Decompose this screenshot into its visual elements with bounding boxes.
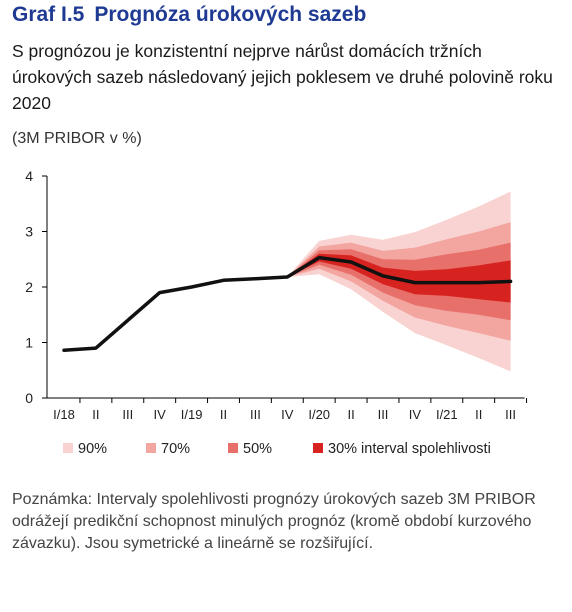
y-tick-label: 4: [25, 168, 33, 184]
x-tick-label: IV: [281, 407, 294, 422]
y-tick-label: 2: [25, 279, 33, 295]
chart-title-text: Prognóza úrokových sazeb: [94, 3, 367, 26]
chart-number: Graf I.5: [12, 3, 85, 26]
legend-label: 50%: [243, 441, 272, 457]
chart-subtitle: S prognózou je konzistentní nejprve nárů…: [12, 41, 553, 113]
unit-label: (3M PRIBOR v %): [12, 130, 142, 147]
x-tick-label: II: [220, 407, 227, 422]
legend-swatch: [228, 443, 238, 453]
legend-swatch: [313, 443, 323, 453]
chart-title: Graf I.5 Prognóza úrokových sazeb: [12, 3, 366, 27]
legend: 90% 70% 50% 30% interval spolehlivosti: [63, 441, 491, 457]
x-tick-label: II: [475, 407, 482, 422]
forecast-line: [62, 255, 513, 353]
legend-label: 70%: [161, 441, 190, 457]
x-tick-label: III: [250, 407, 261, 422]
x-tick-label: III: [505, 407, 516, 422]
forecast-line-group: [62, 255, 513, 353]
y-tick-label: 0: [25, 390, 33, 406]
x-tick-label: III: [378, 407, 389, 422]
x-tick-label: I/19: [181, 407, 203, 422]
footnote: Poznámka: Intervaly spolehlivosti prognó…: [12, 491, 536, 552]
x-tick-label: I/20: [308, 407, 330, 422]
x-tick-label: IV: [154, 407, 167, 422]
legend-swatch: [63, 443, 73, 453]
y-tick-label: 1: [25, 335, 33, 351]
legend-swatch: [146, 443, 156, 453]
x-tick-label: III: [122, 407, 133, 422]
x-tick-label: II: [347, 407, 354, 422]
legend-label: 30% interval spolehlivosti: [328, 441, 491, 457]
x-tick-label: I/18: [53, 407, 75, 422]
x-tick-label: IV: [409, 407, 422, 422]
y-tick-label: 3: [25, 224, 33, 240]
x-tick-label: II: [92, 407, 99, 422]
legend-label: 90%: [78, 441, 107, 457]
x-tick-label: I/21: [436, 407, 458, 422]
